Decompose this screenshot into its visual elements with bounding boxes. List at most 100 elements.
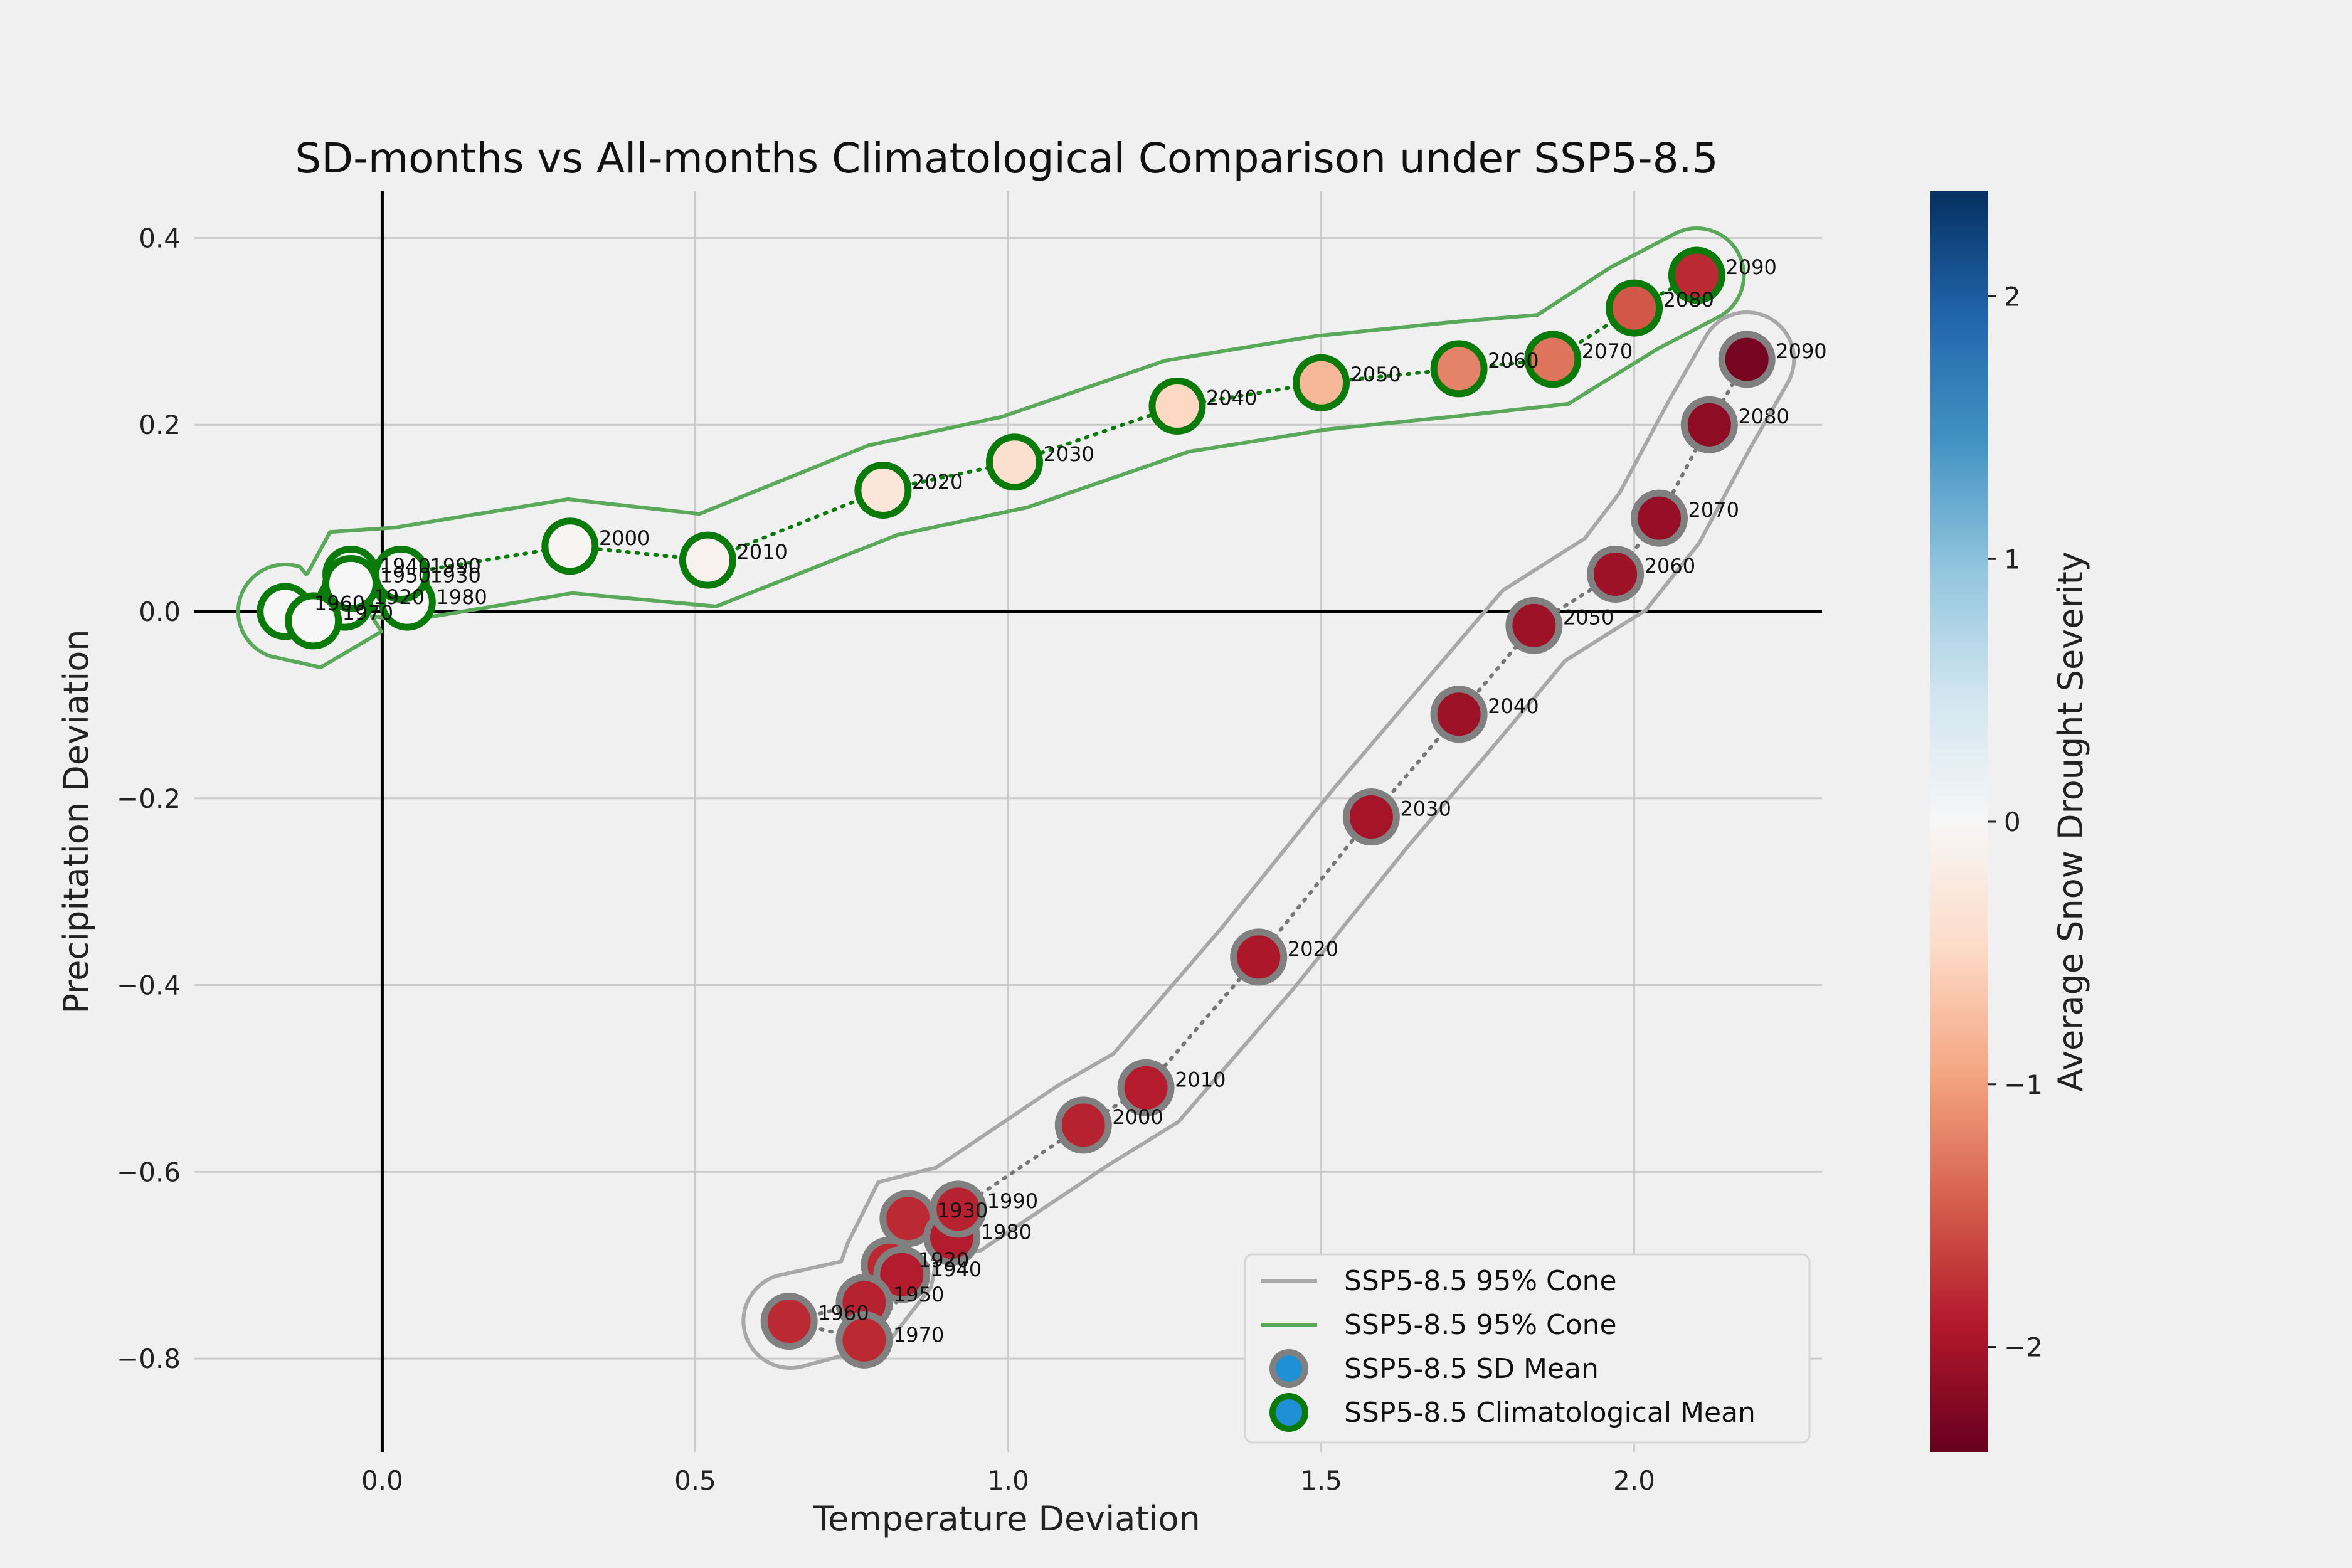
climatological_mean-point-label: 2080	[1663, 288, 1714, 312]
x-tick-label: 0.5	[674, 1465, 716, 1496]
markers	[257, 246, 1776, 1369]
x-tick-label: 1.0	[987, 1465, 1029, 1496]
climatological_mean-marker	[372, 545, 430, 603]
climatological_mean-cone	[236, 226, 1746, 669]
sd_mean-point-label: 1940	[931, 1258, 982, 1281]
sd_mean-point-label: 1960	[818, 1301, 869, 1325]
climatological_mean-marker	[285, 592, 342, 650]
sd_mean-point-label: 2050	[1563, 605, 1614, 629]
legend-entry-label: SSP5-8.5 SD Mean	[1344, 1353, 1599, 1385]
climatological_mean-point-label: 2000	[599, 526, 650, 550]
climatological_mean-point-label: 2090	[1725, 255, 1776, 279]
climatological_mean-marker	[1293, 354, 1350, 411]
legend: SSP5-8.5 95% Cone SSP5-8.5 95% Cone SSP5-8…	[1244, 1253, 1811, 1444]
legend-entry-label: SSP5-8.5 Climatological Mean	[1344, 1397, 1756, 1429]
y-tick-label: −0.4	[117, 970, 181, 1001]
climatological_mean-point-label: 2040	[1206, 386, 1257, 410]
climatological_mean-marker	[854, 461, 912, 519]
climatological_mean-point-label: 1990	[430, 554, 480, 578]
sd_mean-point-label: 1970	[893, 1323, 944, 1347]
sd_mean-marker	[1117, 1059, 1175, 1116]
colorbar-tick-label: 2	[2004, 282, 2021, 312]
sd_mean-point-label: 1950	[893, 1283, 944, 1306]
climatological_mean-marker	[541, 517, 599, 575]
sd_mean-point-label: 2070	[1688, 498, 1739, 522]
y-tick-label: 0.2	[139, 410, 181, 440]
x-tick-label: 1.5	[1300, 1465, 1342, 1496]
climatological_mean-point-label: 1940	[380, 554, 431, 578]
y-axis-title: Precipitation Deviation	[56, 630, 96, 1014]
sd_mean-point-label: 1930	[937, 1199, 988, 1222]
y-tick-label: −0.6	[117, 1157, 181, 1187]
point-labels: 1920193019401950196019701980199020002010…	[314, 255, 1827, 1347]
sd_mean-marker	[873, 1246, 931, 1303]
colorbar-tick-label: −1	[2004, 1069, 2043, 1100]
sd_mean-point-label: 2030	[1400, 797, 1451, 821]
climatological_mean-marker	[679, 531, 736, 589]
sd_mean-marker	[1230, 928, 1288, 986]
climatological_mean-point-label: 2050	[1350, 363, 1401, 386]
climatological_mean-point-label: 2020	[912, 470, 963, 494]
legend-entry-label: SSP5-8.5 95% Cone	[1344, 1265, 1617, 1297]
sd_mean-marker	[1631, 489, 1688, 547]
y-tick-label: 0.0	[139, 596, 181, 627]
colorbar: −2 −1 0 1 2	[1930, 191, 2043, 1452]
colorbar-tick-label: 1	[2004, 544, 2021, 575]
sd_mean-point-label: 2090	[1776, 339, 1826, 363]
climatological_mean-point-label: 1950	[380, 563, 431, 587]
climatological_mean-marker	[1524, 331, 1582, 388]
sd_mean-point-label: 1990	[987, 1189, 1038, 1213]
sd_mean-point-label: 2060	[1645, 554, 1695, 578]
climatological_mean-marker	[1148, 377, 1206, 435]
sd_mean-marker	[1680, 396, 1738, 453]
colorbar-gradient	[1930, 191, 1988, 1452]
climatological_mean-point-label: 2030	[1043, 442, 1094, 466]
y-tick-label: −0.2	[117, 783, 181, 814]
sd_mean-point-label: 2000	[1112, 1105, 1163, 1129]
sd_mean-point-label: 1920	[918, 1248, 969, 1272]
climatological_mean-point-label: 1980	[436, 585, 487, 609]
x-tick-label: 2.0	[1613, 1465, 1655, 1496]
sd_mean-marker	[835, 1311, 893, 1369]
sd_mean-marker	[1054, 1096, 1112, 1154]
sd_mean-marker	[1505, 596, 1563, 654]
cones	[236, 226, 1796, 1370]
x-ticks: 0.0 0.5 1.0 1.5 2.0	[361, 1465, 1655, 1496]
climatological_mean-point-label: 2070	[1582, 339, 1633, 363]
climatological_mean-marker	[1606, 279, 1663, 337]
x-axis-title: Temperature Deviation	[812, 1499, 1200, 1539]
sd_mean-point-label: 2080	[1738, 405, 1789, 428]
sd_mean-point-label: 1980	[981, 1221, 1032, 1244]
sd_mean-marker	[1342, 788, 1400, 846]
y-tick-label: −0.8	[117, 1343, 181, 1374]
climatological_mean-point-label: 2010	[736, 540, 787, 564]
sd_mean-marker	[1430, 686, 1488, 743]
climatological_mean-point-label: 1970	[342, 601, 393, 625]
sd_mean-marker	[760, 1293, 818, 1350]
climatological_mean-point-label: 1930	[430, 563, 480, 587]
sd_mean-point-label: 2010	[1175, 1067, 1226, 1091]
legend-marker-swatch	[1269, 1349, 1308, 1388]
sd_mean-cone	[741, 310, 1796, 1370]
climatological_mean-marker	[1668, 246, 1725, 304]
chart-title: SD-months vs All-months Climatological C…	[295, 134, 1718, 183]
climatological_mean-marker	[985, 433, 1043, 491]
colorbar-tick-label: 0	[2004, 807, 2021, 837]
x-tick-label: 0.0	[361, 1465, 403, 1496]
climatological_mean-point-label: 1920	[374, 585, 425, 609]
climatological_mean-marker	[1430, 340, 1488, 398]
sd_mean-point-label: 2040	[1488, 694, 1539, 718]
sd_mean-trend-line	[788, 358, 1749, 1342]
legend-box	[1244, 1253, 1811, 1444]
y-ticks: −0.8 −0.6 −0.4 −0.2 0.0 0.2 0.4	[117, 223, 181, 1374]
sd_mean-marker	[1718, 331, 1776, 388]
legend-entry-label: SSP5-8.5 95% Cone	[1344, 1309, 1617, 1341]
legend-marker-swatch	[1269, 1393, 1308, 1432]
y-tick-label: 0.4	[139, 223, 181, 253]
sd_mean-marker	[1587, 545, 1645, 603]
sd_mean-marker	[930, 1180, 987, 1238]
sd_mean-point-label: 2020	[1288, 937, 1338, 961]
climatological_mean-point-label: 1960	[314, 591, 365, 615]
